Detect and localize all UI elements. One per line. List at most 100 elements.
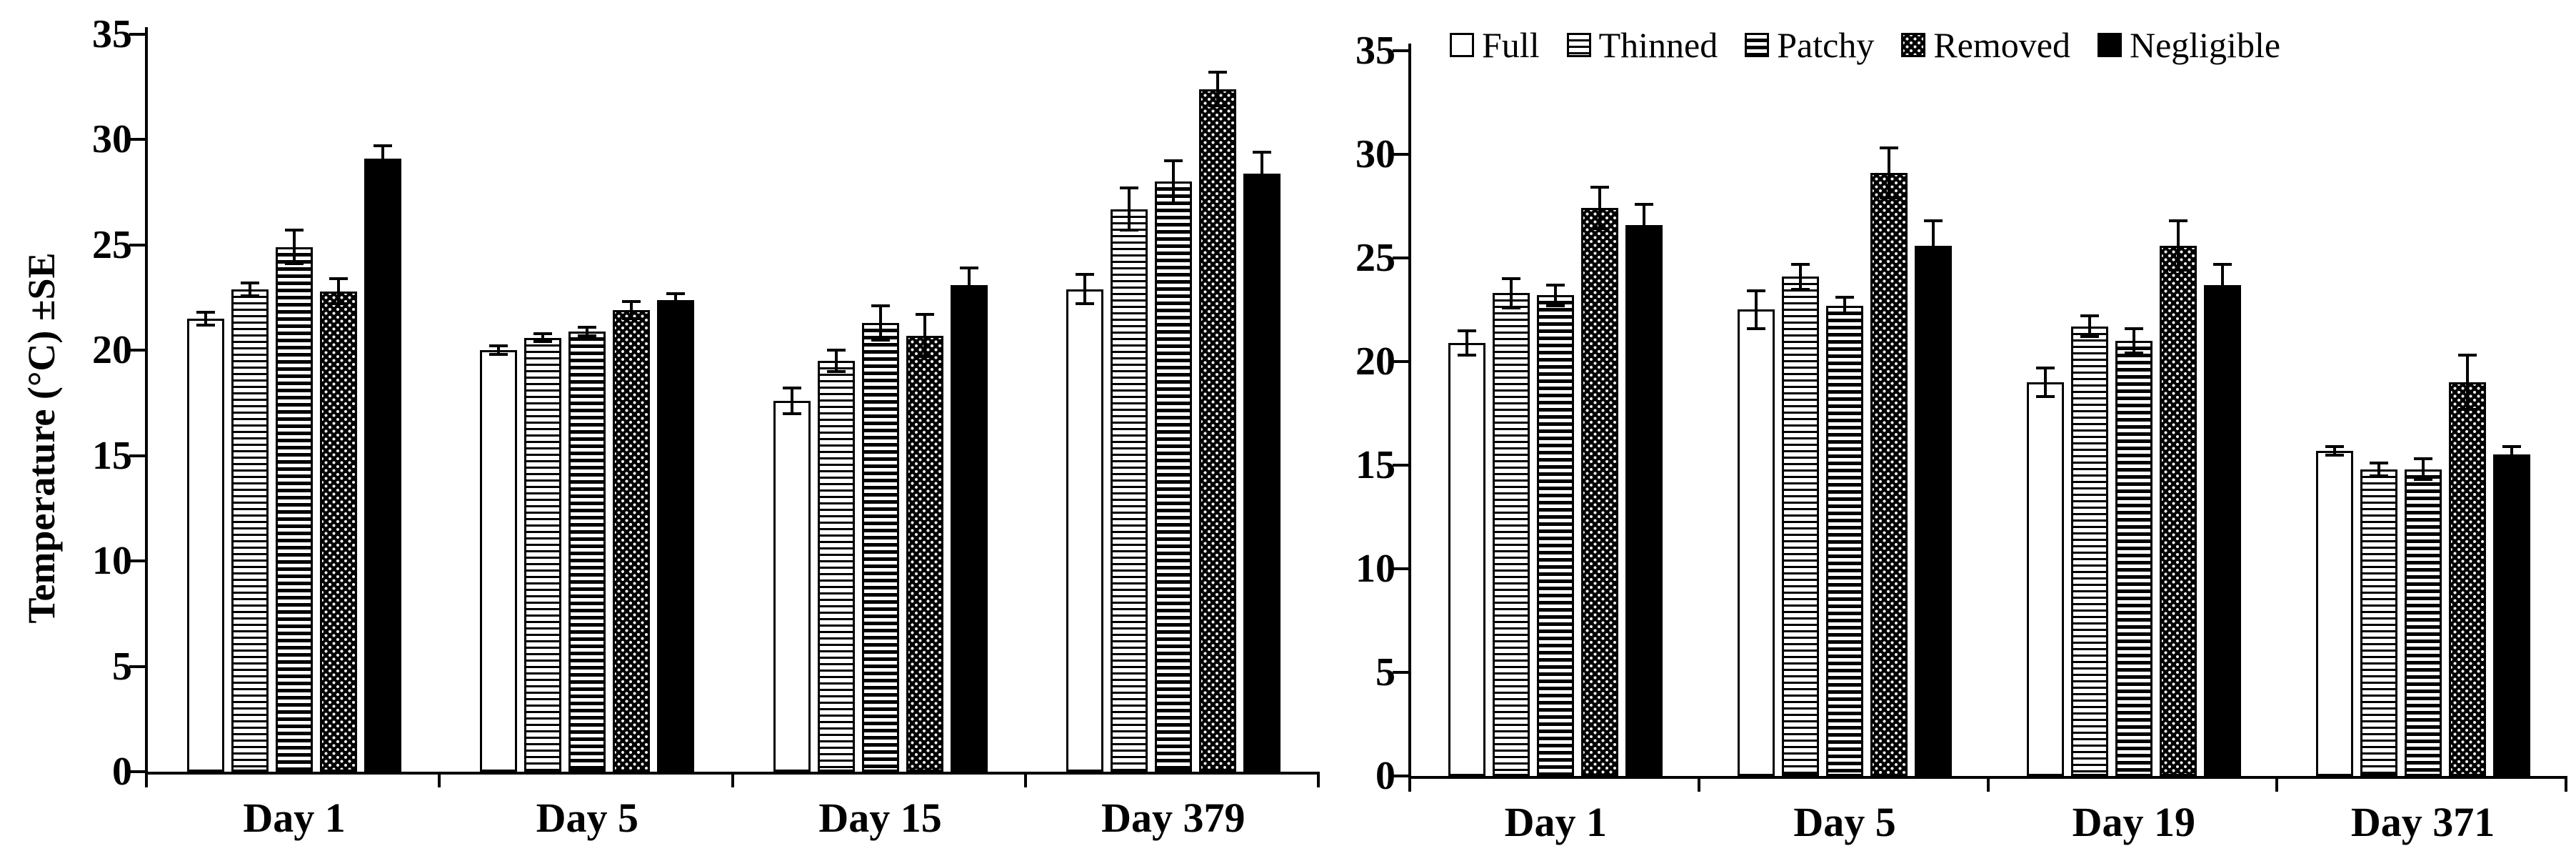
bar [1625,225,1663,776]
error-bar [674,293,678,307]
error-bar-cap-top [1880,146,1899,150]
error-bar [2088,316,2091,337]
error-bar [2421,459,2425,480]
x-category-label: Day 1 [243,795,346,841]
x-category-label: Day 5 [536,795,639,841]
legend-label: Full [1482,25,1540,65]
error-bar-cap-top [1075,273,1094,277]
bar [524,338,562,772]
error-bar [1888,148,1891,198]
legend-item-negligible: Negligible [2097,26,2280,64]
error-bar [1260,152,1263,195]
y-tick-label: 15 [1355,443,1395,487]
x-category-label: Day 19 [2072,799,2196,845]
y-tick [1393,464,1408,467]
error-bar-cap-bottom [1208,104,1227,108]
error-bar-cap-top [374,144,393,148]
x-tick [731,775,734,787]
error-bar-cap-bottom [196,323,216,327]
error-bar [2332,446,2336,455]
error-bar [923,314,926,357]
error-bar-cap-top [826,349,846,352]
y-tick [1393,257,1408,259]
error-bar [1598,187,1602,229]
error-bar-cap-top [915,313,934,317]
legend: Full Thinned Patchy Removed Negligible [1450,26,2280,64]
error-bar-cap-bottom [1252,193,1271,196]
bar [320,292,358,772]
y-tick [129,665,145,668]
error-bar-cap-bottom [2080,335,2099,339]
error-bar [541,333,545,342]
y-tick [1393,49,1408,52]
error-bar [630,302,633,319]
error-bar-cap-top [241,281,260,284]
error-bar-cap-top [2457,354,2477,357]
bar [906,336,943,772]
error-bar-cap-top [666,292,686,295]
bar [1198,89,1236,772]
y-tick-label: 20 [1355,339,1395,384]
y-tick-label: 30 [92,117,132,162]
error-bar-cap-top [2212,262,2232,266]
legend-label: Thinned [1598,25,1718,65]
error-bar [967,268,971,302]
bar [2315,451,2353,776]
error-bar [2510,446,2513,464]
bar [613,310,651,772]
y-tick-label: 30 [1355,132,1395,176]
bar [1915,246,1953,776]
y-tick [129,454,145,457]
y-tick-label: 10 [1355,547,1395,591]
bar [2492,454,2530,776]
bar [1581,208,1619,776]
error-bar-cap-top [1835,296,1855,299]
legend-label: Removed [1933,25,2070,65]
error-bar-cap-top [578,325,597,329]
error-bar-cap-bottom [2035,395,2055,399]
error-bar-cap-bottom [826,369,846,373]
error-bar-cap-top [533,332,553,335]
bar [2070,327,2108,776]
y-tick-label: 15 [92,433,132,478]
x-category-label: Day 379 [1101,795,1246,841]
error-bar-cap-bottom [1791,287,1810,291]
error-bar-cap-top [959,267,978,270]
error-bar-cap-top [2124,327,2143,330]
error-bar [497,346,501,355]
y-tick-label: 20 [92,328,132,373]
error-bar-cap-top [2369,462,2388,465]
error-bar-cap-bottom [2212,304,2232,307]
error-bar-cap-top [2168,219,2187,222]
y-tick [1393,775,1408,777]
bar [2203,285,2241,776]
bar [2115,341,2152,776]
legend-swatch [1745,33,1770,57]
x-category-label: Day 15 [818,795,942,841]
bar [1782,277,1820,776]
y-axis [145,27,148,775]
error-bar-cap-top [1252,151,1271,154]
error-bar-cap-bottom [533,340,553,344]
bar [1154,181,1192,772]
error-bar-cap-top [2502,444,2521,448]
legend-item-removed: Removed [1901,26,2070,64]
error-bar-cap-bottom [622,317,641,321]
y-tick-label: 25 [92,222,132,267]
bar [1826,306,1864,776]
error-bar-cap-bottom [2124,352,2143,355]
bar [1738,309,1775,776]
error-bar-cap-top [1119,186,1138,190]
error-bar [381,146,385,171]
error-bar-cap-top [622,300,641,304]
error-bar [1755,291,1758,329]
error-bar [1083,274,1086,304]
error-bar-cap-bottom [2369,474,2388,477]
error-bar-cap-bottom [374,169,393,173]
error-bar [337,279,341,304]
legend-item-patchy: Patchy [1745,26,1874,64]
error-bar-cap-bottom [1747,327,1766,330]
error-bar-cap-top [1546,283,1565,287]
error-bar-cap-bottom [1924,269,1943,272]
x-tick [438,775,441,787]
